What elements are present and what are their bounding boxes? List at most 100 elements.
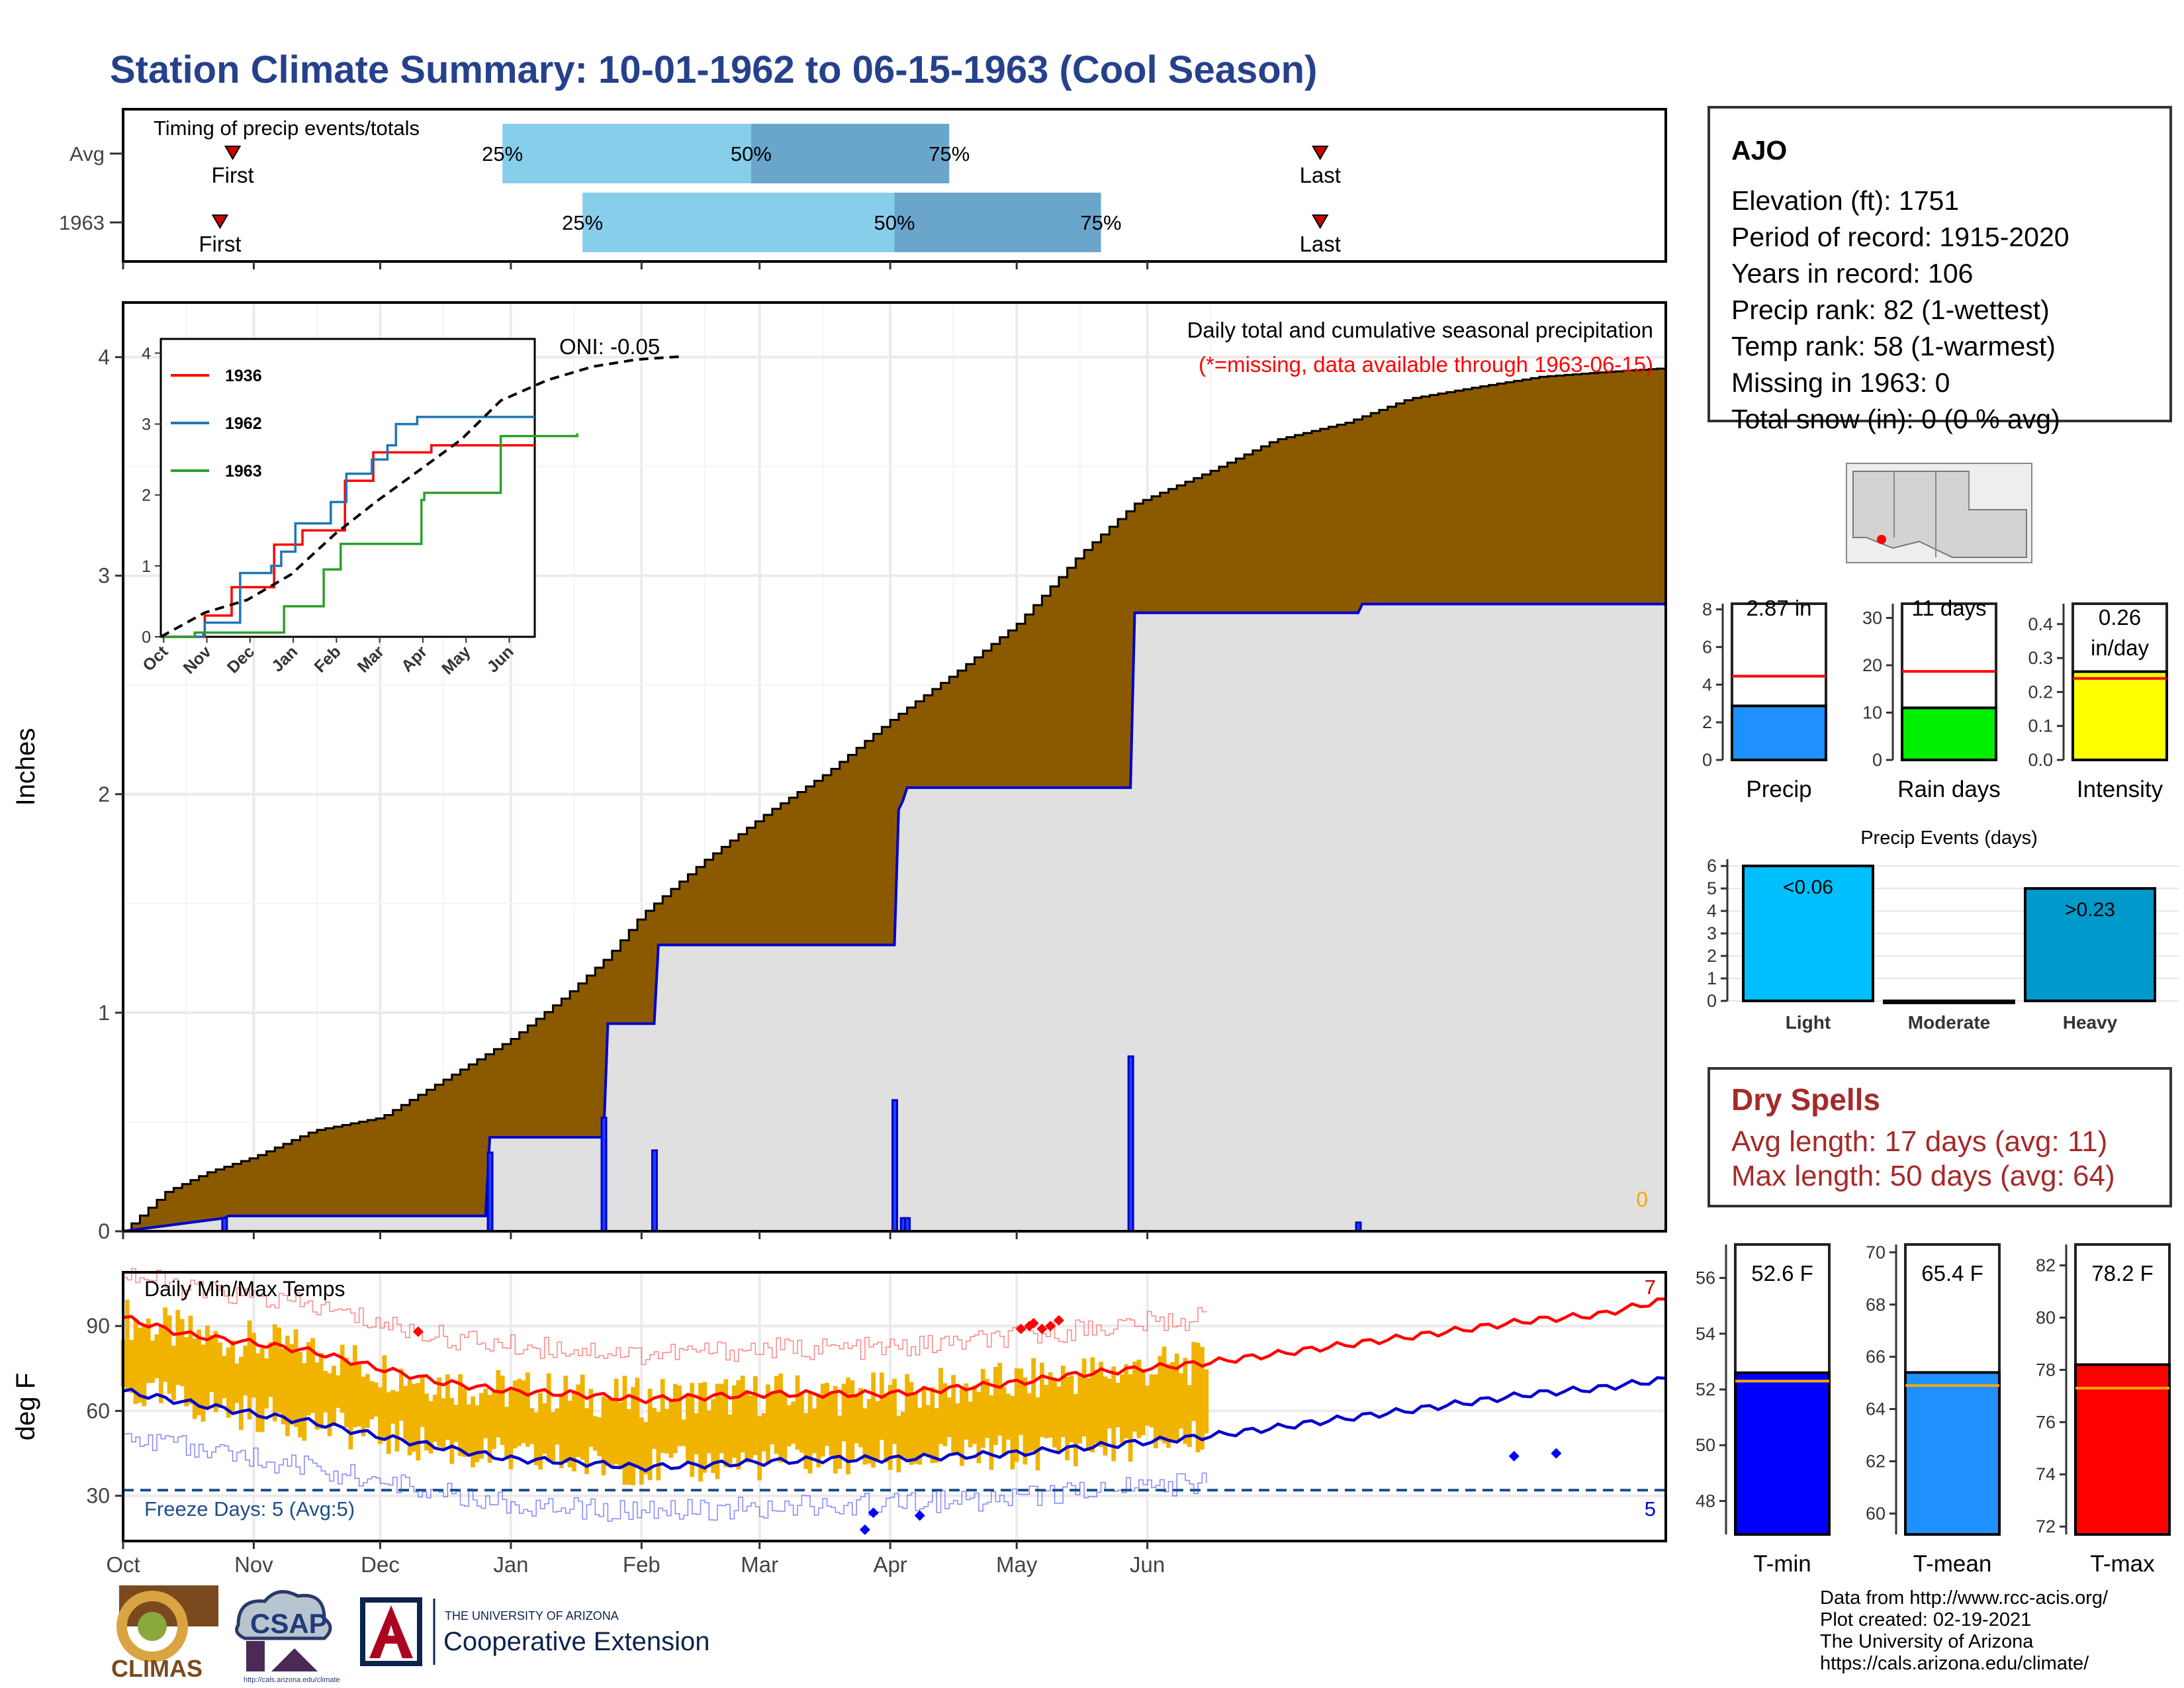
daily-temp-bar — [580, 1374, 585, 1460]
record-high-count: 7 — [1645, 1276, 1656, 1299]
t-max-y-tick-label: 76 — [2036, 1412, 2056, 1432]
daily-temp-bar — [517, 1378, 522, 1446]
daily-temp-bar — [1132, 1361, 1137, 1432]
daily-temp-bar — [1077, 1374, 1083, 1444]
daily-temp-bar — [357, 1364, 362, 1427]
daily-temp-bar — [318, 1352, 324, 1429]
inset-y-tick-label: 3 — [142, 416, 151, 434]
daily-temp-bar — [529, 1408, 535, 1444]
daily-temp-bar — [900, 1411, 905, 1457]
record-high-marker — [1053, 1315, 1064, 1326]
dry-spells-avg: Avg length: 17 days (avg: 11) — [1731, 1125, 2108, 1158]
daily-temp-bar — [205, 1325, 210, 1408]
daily-temp-bar — [373, 1382, 379, 1417]
t-max-value-label: 78.2 F — [2091, 1261, 2154, 1286]
t-max-y-tick-label: 78 — [2036, 1360, 2056, 1380]
t-max-y-tick-label: 80 — [2036, 1307, 2056, 1327]
daily-temp-bar — [1035, 1397, 1040, 1471]
temps-x-tick-label: Jun — [1130, 1552, 1165, 1577]
temps-x-tick-label: Feb — [623, 1552, 660, 1577]
daily-temp-bar — [344, 1357, 349, 1428]
daily-temp-bar — [643, 1422, 649, 1475]
daily-temp-bar — [567, 1401, 572, 1468]
daily-temp-bar — [942, 1383, 948, 1446]
precip-y-tick-label: 8 — [1702, 600, 1712, 620]
daily-temp-bar — [352, 1345, 357, 1428]
daily-temp-bar — [858, 1387, 863, 1448]
daily-temp-bar — [1166, 1364, 1171, 1448]
daily-temp-bar — [1115, 1382, 1120, 1428]
daily-temp-bar — [592, 1416, 598, 1451]
t-min-y-tick-label: 48 — [1696, 1491, 1715, 1511]
daily-temp-bar — [614, 1378, 619, 1464]
freeze-count: 5 — [1645, 1497, 1656, 1521]
events-bar-moderate — [1883, 1000, 2015, 1004]
station-temp-rank: Temp rank: 58 (1-warmest) — [1731, 331, 2056, 361]
t-mean-y-tick-label: 62 — [1866, 1452, 1886, 1472]
events-bar-light — [1742, 865, 1874, 1002]
daily-temp-bar — [820, 1383, 825, 1457]
daily-temp-bar — [702, 1382, 707, 1473]
inset-y-tick-label: 1 — [142, 557, 151, 576]
inset-legend-label: 1936 — [225, 367, 262, 385]
precip-summary-charts: 0 2 4 6 8 Precip 2.87 in 0 10 20 30 Rain days 11 day… — [1702, 596, 2168, 802]
credit-line: https://cals.arizona.edu/climate/ — [1820, 1653, 2089, 1674]
t-max-y-tick-label: 72 — [2036, 1517, 2056, 1536]
inset-y-tick-label: 2 — [142, 487, 151, 505]
daily-temp-bar — [348, 1365, 353, 1450]
events-y-tick-label: 4 — [1707, 901, 1717, 921]
events-y-tick-label: 3 — [1707, 923, 1717, 943]
daily-temp-bar — [124, 1299, 130, 1389]
daily-temp-bar — [542, 1403, 547, 1454]
daily-temp-bar — [647, 1388, 653, 1481]
inset-series-1962 — [161, 416, 535, 638]
daily-temp-bar — [964, 1383, 969, 1440]
daily-temp-bar — [314, 1362, 320, 1430]
daily-temp-bar — [226, 1347, 231, 1418]
daily-temp-bar — [138, 1327, 142, 1403]
daily-temp-bar — [812, 1408, 817, 1454]
daily-temp-bar — [365, 1374, 370, 1429]
daily-temp-bar — [546, 1373, 551, 1462]
timing-percent-label: 25% — [562, 211, 603, 234]
daily-temp-bar — [913, 1393, 918, 1464]
daily-temp-bar — [306, 1342, 311, 1416]
timing-chart: Timing of precip events/totals Avg 25% 50% 7… — [59, 108, 1667, 269]
daily-temp-bar — [133, 1318, 138, 1404]
intensity-value-bar — [2071, 670, 2168, 762]
daily-temp-bar — [960, 1389, 964, 1466]
temps-x-tick-label: Mar — [741, 1552, 778, 1577]
record-high-marker — [1036, 1323, 1048, 1335]
daily-temp-bar — [412, 1383, 416, 1452]
daily-temp-bar — [584, 1408, 589, 1474]
record-min-line — [123, 1432, 1207, 1522]
precip-y-tick-label: 0 — [1702, 750, 1712, 770]
timing-percent-label: 25% — [482, 142, 523, 165]
daily-temp-bar — [272, 1324, 277, 1422]
daily-temps-chart: 30 60 90 Oct Nov Dec Jan Feb Mar Apr May Jun deg F Da… — [11, 1268, 1667, 1577]
daily-temp-bar — [816, 1395, 821, 1468]
daily-temp-bar — [302, 1363, 307, 1441]
daily-temp-bar — [715, 1383, 720, 1479]
daily-temp-bar — [1056, 1386, 1062, 1453]
daily-temp-bar — [441, 1398, 446, 1450]
first-marker-label: First — [199, 232, 241, 256]
daily-temp-bar — [635, 1378, 640, 1468]
cumulative-1963-area — [122, 602, 1667, 1233]
daily-temp-bar — [610, 1398, 615, 1466]
t-mean-y-tick-label: 66 — [1866, 1347, 1886, 1367]
t-min-x-label: T-min — [1753, 1551, 1811, 1577]
daily-temp-bar — [875, 1401, 880, 1460]
daily-precip-bar — [1127, 1055, 1134, 1233]
dry-spells-box: Dry Spells Avg length: 17 days (avg: 11)… — [1707, 1067, 2172, 1207]
daily-temp-bar — [437, 1377, 442, 1447]
daily-temp-bar — [298, 1352, 302, 1438]
events-title: Precip Events (days) — [1860, 827, 2038, 849]
last-marker-icon — [1312, 214, 1329, 229]
daily-temp-bar — [1107, 1378, 1112, 1429]
daily-temp-bar — [1019, 1368, 1023, 1435]
csap-logo-text: CSAP — [250, 1608, 328, 1639]
daily-temp-bar — [1044, 1385, 1049, 1438]
daily-temp-bar — [690, 1383, 695, 1477]
daily-temp-bar — [146, 1319, 151, 1383]
